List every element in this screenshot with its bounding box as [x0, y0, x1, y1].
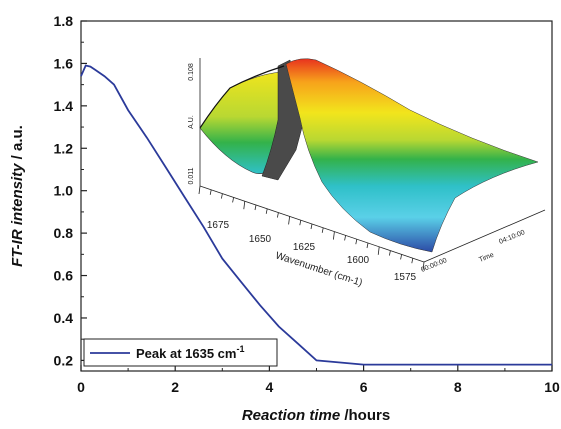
y-tick-label: 0.4 — [54, 310, 74, 326]
inset-z-label: A.U. — [188, 115, 195, 129]
inset-wn-tick — [277, 212, 279, 218]
y-tick-label: 1.2 — [54, 140, 74, 156]
legend-label-superscript: -1 — [236, 344, 244, 354]
inset-wn-tick — [265, 208, 268, 214]
inset-wn-tick — [209, 189, 212, 195]
inset-z-tick-bottom: 0.011 — [188, 167, 195, 184]
y-axis: 0.2 0.4 0.6 0.8 1.0 1.2 1.4 1.6 1.8 — [54, 13, 87, 368]
legend: Peak at 1635 cm-1 — [83, 338, 278, 367]
inset-wn-tick — [355, 239, 358, 245]
inset-time-axis — [423, 209, 546, 263]
inset-wn-tick — [400, 254, 402, 260]
inset-z-tick-top: 0.108 — [188, 63, 195, 81]
inset-wn-tick-label: 1625 — [293, 242, 316, 253]
inset-wn-tick — [422, 261, 425, 271]
y-tick-label: 0.6 — [54, 268, 74, 284]
x-tick-label: 8 — [454, 379, 462, 395]
inset-wn-tick — [321, 227, 324, 233]
inset-left-edge — [199, 65, 285, 129]
y-tick-label: 1.6 — [54, 55, 74, 71]
inset-wn-tick-label: 1675 — [207, 220, 230, 231]
inset-wn-tick — [288, 216, 290, 225]
inset-time-tick-start: 00:00:00 — [420, 257, 448, 274]
inset-wn-tick — [310, 223, 313, 230]
inset-surface-main — [285, 58, 539, 253]
inset-wn-tick — [344, 235, 346, 241]
inset-wn-tick — [389, 250, 391, 256]
inset-wn-tick — [299, 220, 302, 226]
y-tick-label: 1.4 — [54, 98, 74, 114]
x-tick-label: 10 — [544, 379, 560, 395]
inset-wn-tick — [198, 185, 201, 195]
x-tick-label: 6 — [360, 379, 368, 395]
inset-wn-tick — [243, 201, 246, 210]
x-axis-title-italic: Reaction time — [242, 407, 340, 424]
inset-time-tick-end: 04:10:00 — [498, 229, 526, 246]
inset-wn-tick — [411, 258, 414, 264]
inset-wn-tick — [377, 246, 380, 255]
inset-wn-tick — [366, 242, 369, 249]
y-axis-title-italic: FT-IR intensity — [9, 163, 26, 267]
x-axis: 0 2 4 6 8 10 — [77, 365, 560, 395]
inset-3d-surface: 0.108 A.U. 0.011 1675 1650 1625 1600 157… — [188, 58, 546, 289]
y-tick-label: 0.2 — [54, 352, 74, 368]
y-axis-title-plain: / a.u. — [9, 125, 26, 163]
x-axis-title: Reaction time /hours — [242, 407, 390, 424]
inset-wn-tick — [232, 197, 234, 203]
x-tick-label: 2 — [171, 379, 179, 395]
inset-wn-tick-label: 1600 — [347, 255, 370, 266]
y-tick-label: 1.8 — [54, 13, 74, 29]
inset-time-label: Time — [478, 252, 495, 264]
inset-wn-tick-label: 1575 — [394, 272, 417, 283]
x-axis-title-plain: /hours — [340, 407, 390, 424]
x-tick-label: 4 — [266, 379, 274, 395]
y-tick-label: 1.0 — [54, 183, 74, 199]
x-tick-label: 0 — [77, 379, 85, 395]
y-tick-label: 0.8 — [54, 225, 74, 241]
series-line-peak-1635 — [80, 64, 552, 366]
legend-label-text: Peak at 1635 cm — [136, 346, 236, 361]
inset-wn-tick — [333, 231, 335, 240]
inset-wn-tick — [254, 204, 257, 211]
y-axis-title: FT-IR intensity / a.u. — [9, 125, 26, 267]
inset-wn-tick-label: 1650 — [249, 234, 272, 245]
legend-label: Peak at 1635 cm-1 — [136, 344, 244, 361]
inset-wn-tick — [221, 193, 223, 199]
inset-wavenumber-ticks — [198, 185, 425, 271]
